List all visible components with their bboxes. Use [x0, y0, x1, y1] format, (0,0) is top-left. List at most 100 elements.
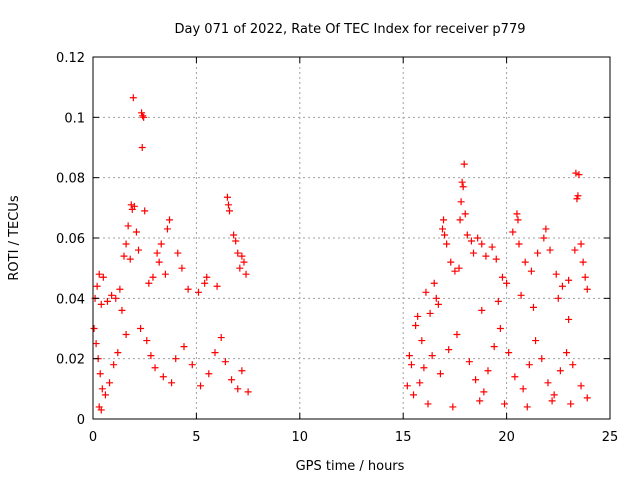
data-point	[458, 178, 466, 186]
data-point	[517, 291, 525, 299]
data-point	[238, 367, 246, 375]
data-point	[132, 228, 140, 236]
data-point	[163, 225, 171, 233]
data-point	[236, 264, 244, 272]
data-points	[90, 94, 591, 414]
y-tick-label: 0.06	[56, 232, 85, 247]
data-point	[567, 400, 575, 408]
data-point	[515, 240, 523, 248]
data-point	[432, 294, 440, 302]
data-point	[129, 94, 137, 102]
data-point	[138, 109, 146, 117]
data-point	[581, 273, 589, 281]
data-point	[120, 252, 128, 260]
data-point	[445, 346, 453, 354]
data-point	[478, 306, 486, 314]
data-point	[463, 231, 471, 239]
data-point	[103, 297, 111, 305]
data-point	[563, 349, 571, 357]
data-point	[440, 216, 448, 224]
data-point	[224, 201, 232, 209]
data-point	[569, 361, 577, 369]
data-point	[494, 297, 502, 305]
data-point	[455, 264, 463, 272]
data-point	[532, 337, 540, 345]
data-point	[565, 315, 573, 323]
data-point	[441, 231, 449, 239]
data-point	[180, 343, 188, 351]
data-point	[197, 382, 205, 390]
data-point	[521, 258, 529, 266]
data-point	[149, 273, 157, 281]
data-point	[461, 210, 469, 218]
data-point	[534, 249, 542, 257]
data-point	[527, 267, 535, 275]
data-point	[228, 376, 236, 384]
data-point	[540, 234, 548, 242]
data-point	[476, 397, 484, 405]
data-point	[127, 201, 135, 209]
data-point	[498, 273, 506, 281]
data-point	[583, 394, 591, 402]
data-point	[514, 216, 522, 224]
data-point	[428, 352, 436, 360]
data-point	[159, 373, 167, 381]
data-point	[98, 385, 106, 393]
data-point	[161, 270, 169, 278]
data-point	[583, 285, 591, 293]
data-point	[230, 231, 238, 239]
data-point	[453, 331, 461, 339]
data-point	[242, 270, 250, 278]
data-point	[571, 246, 579, 254]
data-point	[96, 370, 104, 378]
data-point	[482, 252, 490, 260]
data-point	[556, 367, 564, 375]
data-point	[138, 144, 146, 151]
data-point	[92, 340, 100, 348]
data-point	[122, 240, 130, 248]
data-point	[548, 397, 556, 405]
data-point	[505, 349, 513, 357]
data-point	[484, 367, 492, 375]
data-point	[436, 370, 444, 378]
data-point	[460, 160, 468, 168]
data-point	[490, 343, 498, 351]
data-point	[139, 112, 147, 120]
x-tick-label: 5	[192, 430, 200, 445]
data-point	[449, 403, 457, 411]
data-point	[145, 279, 153, 287]
data-point	[542, 225, 550, 233]
data-point	[128, 205, 136, 213]
data-point	[188, 361, 196, 369]
y-tick-label: 0	[77, 413, 85, 428]
chart-title: Day 071 of 2022, Rate Of TEC Index for r…	[175, 22, 526, 37]
data-point	[456, 216, 464, 224]
data-point	[141, 207, 149, 215]
data-point	[114, 349, 122, 357]
data-point	[552, 270, 560, 278]
data-point	[538, 355, 546, 363]
data-point	[166, 216, 174, 224]
data-point	[116, 285, 124, 293]
data-point	[407, 361, 415, 369]
data-point	[434, 300, 442, 308]
data-point	[430, 279, 438, 287]
data-point	[194, 288, 202, 296]
data-point	[467, 237, 475, 245]
data-point	[157, 240, 165, 248]
data-point	[426, 309, 434, 317]
data-point	[95, 270, 103, 278]
data-point	[234, 249, 242, 257]
data-point	[525, 361, 533, 369]
data-point	[412, 321, 420, 329]
data-point	[106, 379, 114, 387]
data-point	[501, 400, 509, 408]
data-point	[153, 249, 161, 257]
data-point	[178, 264, 186, 272]
data-point	[405, 352, 413, 360]
data-point	[184, 285, 192, 293]
data-point	[225, 207, 233, 215]
data-point	[244, 388, 252, 396]
